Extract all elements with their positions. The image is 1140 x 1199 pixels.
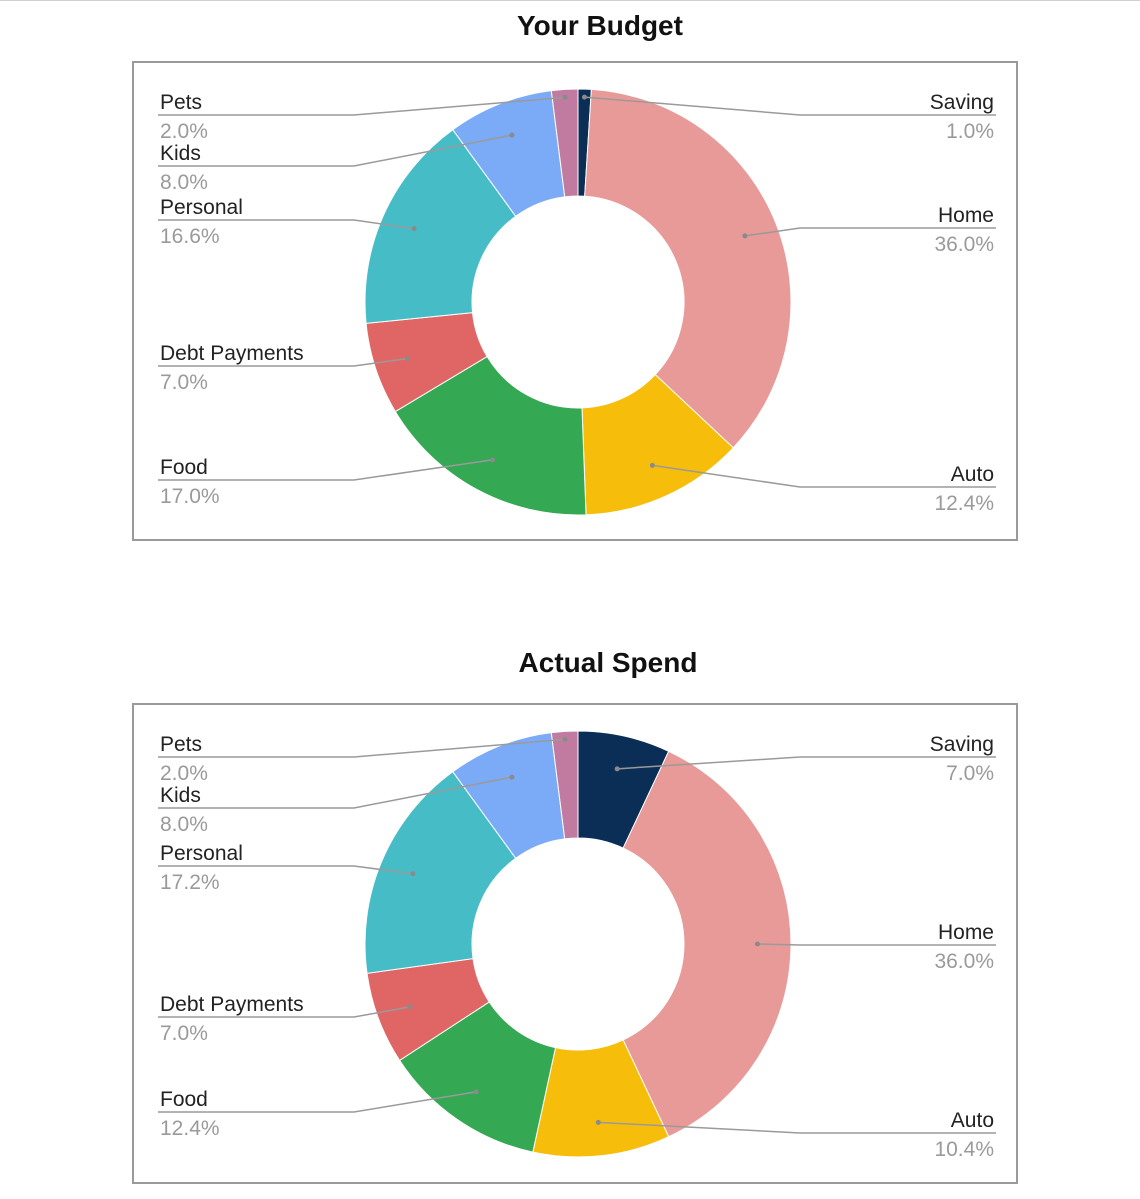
label-home: Home xyxy=(938,921,994,944)
leader-line-kids xyxy=(158,134,513,167)
leader-line-food xyxy=(158,1091,477,1113)
budget-chart-title: Your Budget xyxy=(517,10,683,41)
slice-personal[interactable] xyxy=(364,128,517,324)
leader-dot-personal xyxy=(411,226,417,232)
value-food: 12.4% xyxy=(160,1117,220,1140)
label-pets: Pets xyxy=(160,91,202,114)
label-auto: Auto xyxy=(951,463,994,486)
leader-dot-auto xyxy=(649,462,655,468)
top-divider xyxy=(0,0,1140,1)
leader-dot-auto xyxy=(595,1119,601,1125)
label-food: Food xyxy=(160,456,208,479)
leader-line-debt-payments xyxy=(158,357,408,367)
leader-line-saving xyxy=(617,756,996,770)
leader-dot-personal xyxy=(410,871,416,877)
leader-dot-saving xyxy=(581,94,587,100)
leader-line-home xyxy=(757,943,996,946)
label-debt-payments: Debt Payments xyxy=(160,993,304,1016)
label-pets: Pets xyxy=(160,733,202,756)
slice-food[interactable] xyxy=(394,355,587,516)
donut-slices xyxy=(364,730,792,1158)
label-kids: Kids xyxy=(160,142,201,165)
budget-chart-svg: Saving 1.0% Home 36.0% Auto 12.4% Food 17.0% Deb… xyxy=(158,88,996,516)
leader-line-personal xyxy=(158,219,415,230)
value-home: 36.0% xyxy=(934,950,994,973)
label-food: Food xyxy=(160,1088,208,1111)
label-auto: Auto xyxy=(951,1109,994,1132)
leader-dot-pets xyxy=(562,94,568,100)
label-home: Home xyxy=(938,204,994,227)
leader-dot-debt-payments xyxy=(405,356,411,362)
label-personal: Personal xyxy=(160,196,243,219)
leader-dot-saving xyxy=(614,766,620,772)
value-debt-payments: 7.0% xyxy=(160,371,208,394)
spend-chart-title: Actual Spend xyxy=(518,647,698,678)
value-debt-payments: 7.0% xyxy=(160,1022,208,1045)
label-saving: Saving xyxy=(930,91,994,114)
value-auto: 12.4% xyxy=(934,492,994,515)
value-kids: 8.0% xyxy=(160,171,208,194)
leader-dot-kids xyxy=(509,132,515,138)
label-debt-payments: Debt Payments xyxy=(160,342,304,365)
value-food: 17.0% xyxy=(160,485,220,508)
leader-line-kids xyxy=(158,776,513,809)
value-saving: 1.0% xyxy=(946,120,994,143)
label-personal: Personal xyxy=(160,842,243,865)
slice-home[interactable] xyxy=(584,88,792,449)
leader-dot-home xyxy=(742,233,748,239)
leader-line-food xyxy=(158,459,493,481)
label-saving: Saving xyxy=(930,733,994,756)
leader-dot-pets xyxy=(562,736,568,742)
slice-home[interactable] xyxy=(622,750,792,1138)
value-auto: 10.4% xyxy=(934,1138,994,1161)
slice-personal[interactable] xyxy=(364,770,517,974)
leader-line-pets xyxy=(158,738,566,758)
label-kids: Kids xyxy=(160,784,201,807)
leader-line-personal xyxy=(158,865,413,875)
budget-donut-chart: Saving 1.0% Home 36.0% Auto 12.4% Food 17.0% Deb… xyxy=(132,61,1018,541)
value-personal: 16.6% xyxy=(160,225,220,248)
leader-dot-home xyxy=(755,941,760,947)
leader-dot-food xyxy=(490,457,496,463)
leader-line-auto xyxy=(598,1121,996,1134)
value-pets: 2.0% xyxy=(160,120,208,143)
leader-line-auto xyxy=(652,464,996,488)
leader-line-pets xyxy=(158,96,566,116)
leader-dot-kids xyxy=(509,774,515,780)
value-saving: 7.0% xyxy=(946,762,994,785)
value-home: 36.0% xyxy=(934,233,994,256)
donut-slices xyxy=(364,88,792,516)
leader-line-debt-payments xyxy=(158,1006,411,1018)
value-kids: 8.0% xyxy=(160,813,208,836)
value-personal: 17.2% xyxy=(160,871,220,894)
slice-pets[interactable] xyxy=(550,88,579,198)
leader-line-saving xyxy=(584,96,996,116)
slice-pets[interactable] xyxy=(550,730,579,840)
leader-dot-debt-payments xyxy=(407,1004,413,1010)
value-pets: 2.0% xyxy=(160,762,208,785)
leader-line-home xyxy=(744,227,996,237)
leader-lines xyxy=(158,736,996,1134)
spend-chart-svg: Saving 7.0% Home 36.0% Auto 10.4% Food 12.4% Deb… xyxy=(158,730,996,1161)
leader-dot-food xyxy=(473,1089,479,1095)
spend-donut-chart: Saving 7.0% Home 36.0% Auto 10.4% Food 12.4% Deb… xyxy=(132,703,1018,1184)
leader-lines xyxy=(158,94,996,488)
